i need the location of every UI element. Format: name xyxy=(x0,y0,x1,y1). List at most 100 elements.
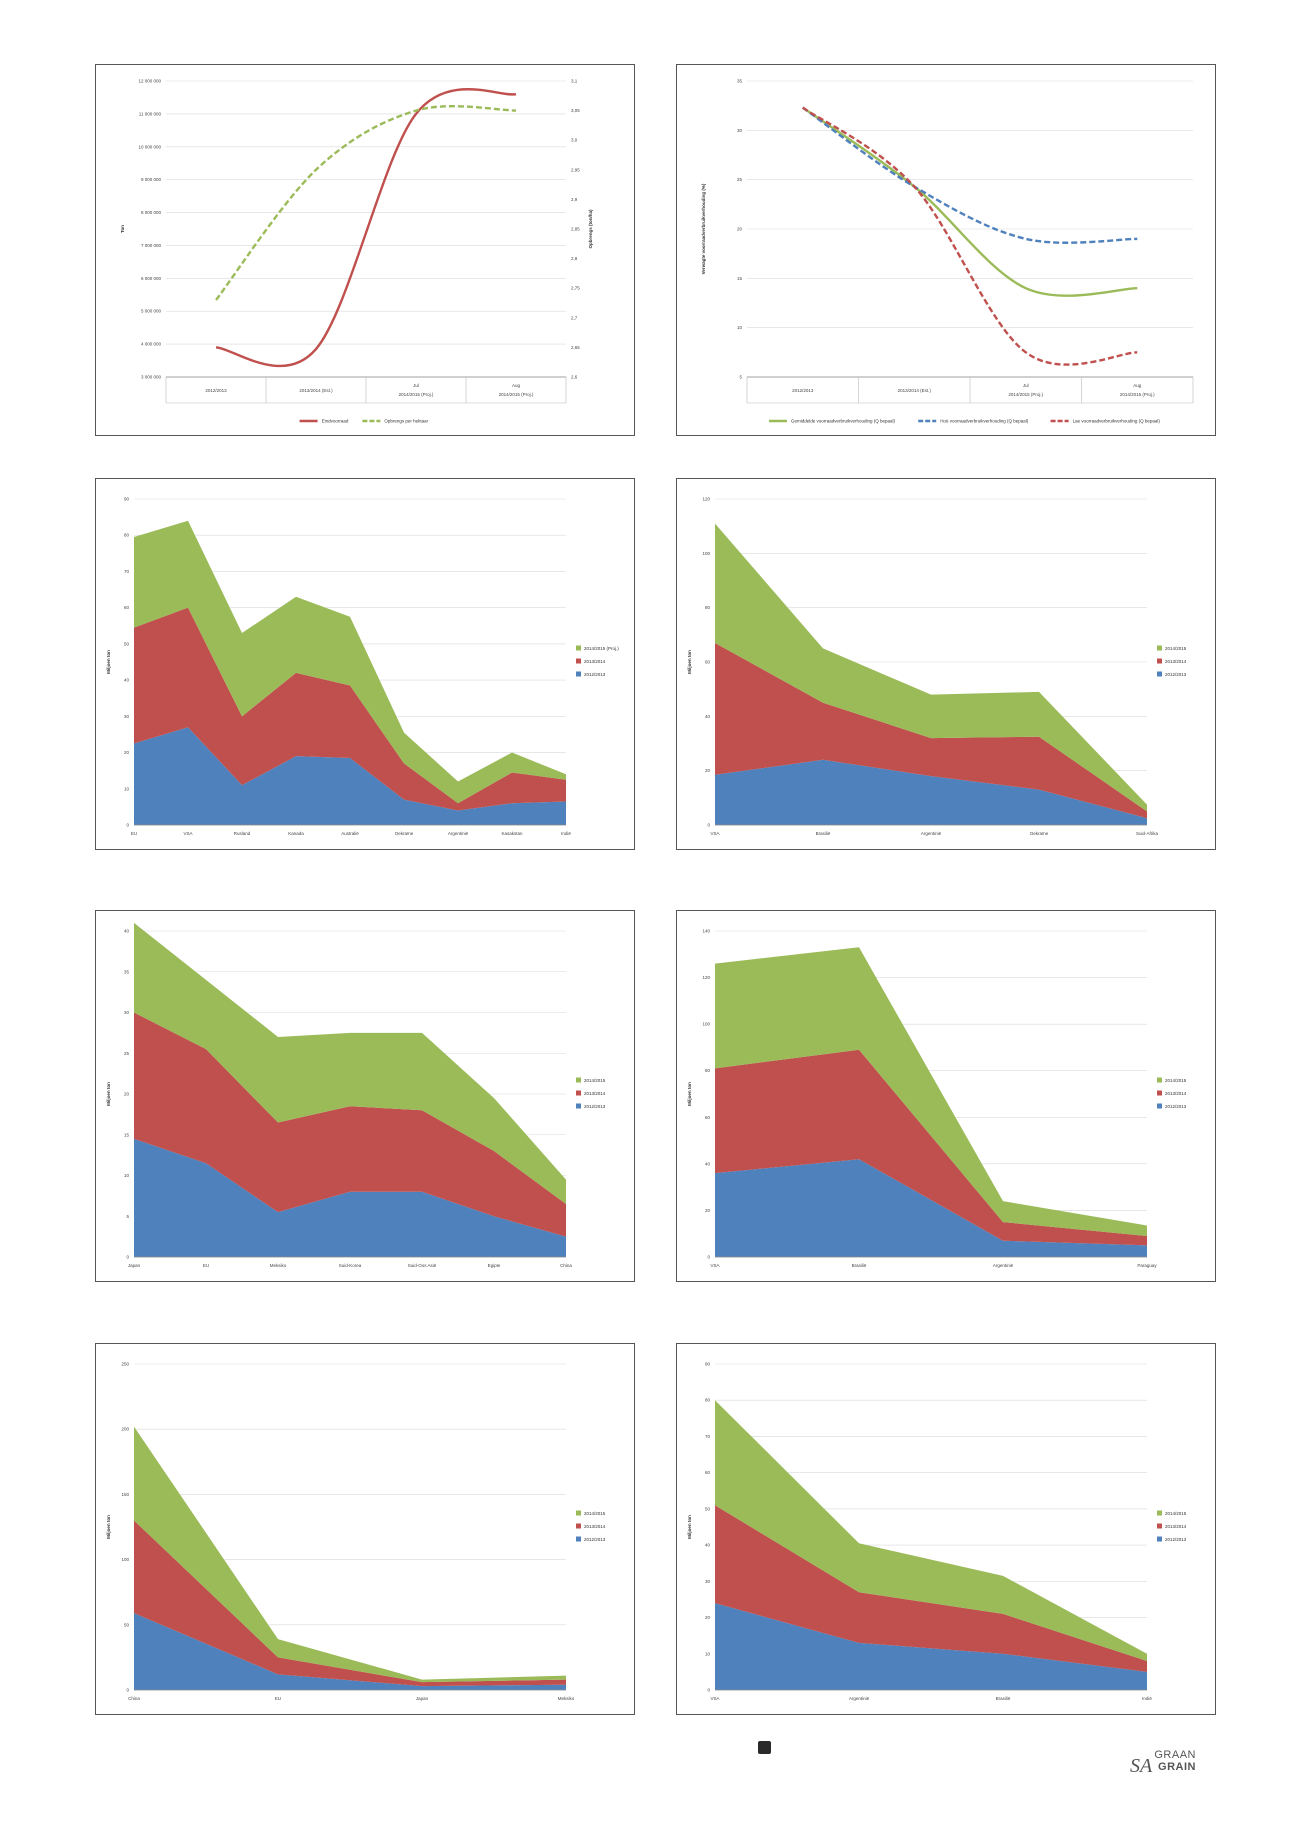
area-series-2 xyxy=(134,607,566,811)
y-tick-label: 3 000 000 xyxy=(141,375,162,380)
legend-swatch-2 xyxy=(576,1523,581,1529)
x-tick-label: Indië xyxy=(1142,1696,1152,1701)
chart-6: 0 20 40 60 80 100 120 140 Miljoen ton VSA Brasilië… xyxy=(687,929,1187,1269)
chart-panel-7: 0 50 100 150 200 250 Miljoen ton China EU Japan Me… xyxy=(95,1343,635,1715)
x-tick-label: VSA xyxy=(710,831,719,836)
x-tick-label: VSA xyxy=(710,1696,719,1701)
x-tick-label: Suid-Afrika xyxy=(1136,831,1159,836)
area-series-1 xyxy=(715,759,1147,825)
x-tick-label: 2012/2013 xyxy=(792,388,814,393)
y-tick-label: 15 xyxy=(124,1132,130,1137)
y-tick-label: 0 xyxy=(126,823,129,828)
y-axis-label: Miljoen ton xyxy=(106,1515,111,1539)
y-tick-label: 25 xyxy=(737,177,743,182)
x-tick-label: EU xyxy=(131,831,137,836)
y-tick-label: 10 xyxy=(737,325,743,330)
chart-panel-1: 3 000 000 4 000 000 5 000 000 6 000 000 7 00… xyxy=(95,64,635,436)
area-series-2 xyxy=(134,1012,566,1237)
x-tick-label: Suid-Oos Asië xyxy=(408,1263,437,1268)
legend-label-3: 2012/2013 xyxy=(1165,1537,1187,1542)
legend-swatch-1 xyxy=(576,1510,581,1516)
chart-7: 0 50 100 150 200 250 Miljoen ton China EU Japan Me… xyxy=(106,1362,606,1702)
y-axis-label: Miljoen ton xyxy=(687,1082,692,1106)
y-tick-label: 100 xyxy=(702,1022,710,1027)
area-series-1 xyxy=(134,1613,566,1690)
y2-tick-label: 2,85 xyxy=(571,227,580,232)
y-tick-label: 0 xyxy=(126,1688,129,1693)
area-series-3 xyxy=(134,520,566,804)
y2-tick-label: 3,1 xyxy=(571,79,578,84)
y-tick-label: 60 xyxy=(705,1115,711,1120)
y-tick-label: 70 xyxy=(705,1434,711,1439)
series-line-2 xyxy=(215,105,517,301)
legend-swatch-3 xyxy=(1157,1536,1162,1542)
area-series-3 xyxy=(715,1400,1147,1662)
y-tick-label: 120 xyxy=(702,975,710,980)
x-tick-label: Meksiko xyxy=(270,1263,287,1268)
y-tick-label: 30 xyxy=(124,714,130,719)
legend-swatch-3 xyxy=(1157,1103,1162,1109)
y-tick-label: 0 xyxy=(126,1255,129,1260)
y-tick-label: 30 xyxy=(705,1579,711,1584)
area-series-3 xyxy=(715,523,1147,812)
x-tick-label: Argentinië xyxy=(448,831,469,836)
x-tick-label: Oekraïne xyxy=(395,831,414,836)
y-tick-label: 5 xyxy=(126,1214,129,1219)
y-tick-label: 120 xyxy=(702,497,710,502)
y-tick-label: 10 xyxy=(705,1651,711,1656)
y-tick-label: 25 xyxy=(124,1051,130,1056)
legend-label-2: 2013/2014 xyxy=(1165,1524,1187,1529)
x-tick-label: Brasilië xyxy=(816,831,831,836)
y2-tick-label: 2,95 xyxy=(571,167,580,172)
legend-label-1: 2014/2015 (Proj.) xyxy=(584,646,619,651)
y-tick-label: 0 xyxy=(707,823,710,828)
y2-tick-label: 2,7 xyxy=(571,315,578,320)
x-tick-label: Suid-Korea xyxy=(339,1263,362,1268)
y-tick-label: 7 000 000 xyxy=(141,243,162,248)
x-tick-label: Oekraïne xyxy=(1030,831,1049,836)
y-tick-label: 60 xyxy=(705,1470,711,1475)
legend-swatch-3 xyxy=(576,671,581,677)
x-tick-label: 2014/2015 (Proj.) xyxy=(1008,392,1043,397)
y-tick-label: 8 000 000 xyxy=(141,210,162,215)
legend-label-2: 2013/2014 xyxy=(584,659,606,664)
y-tick-label: 0 xyxy=(707,1255,710,1260)
legend-label-1: 2014/2015 xyxy=(1165,646,1187,651)
y-tick-label: 50 xyxy=(124,1622,130,1627)
y-tick-label: 60 xyxy=(705,660,711,665)
legend-label-3: 2012/2013 xyxy=(1165,1104,1187,1109)
y-tick-label: 80 xyxy=(705,1068,711,1073)
legend-swatch-1 xyxy=(576,645,581,651)
x-tick-label: China xyxy=(560,1263,572,1268)
legend-swatch-2 xyxy=(576,658,581,664)
x-tick-label: Argentinië xyxy=(993,1263,1014,1268)
chart-panel-4: 0 20 40 60 80 100 120 Miljoen ton VSA Brasilië Arg… xyxy=(676,478,1216,850)
y-tick-label: 40 xyxy=(705,1161,711,1166)
y-axis-label: Verwagte voorraadverbruikverhouding (%) xyxy=(701,183,706,274)
y-tick-label: 30 xyxy=(737,128,743,133)
y-tick-label: 35 xyxy=(737,79,743,84)
legend-label-2: 2013/2014 xyxy=(1165,659,1187,664)
area-series-2 xyxy=(134,1520,566,1687)
y2-tick-label: 2,65 xyxy=(571,345,580,350)
legend-label-1: 2014/2015 xyxy=(1165,1078,1187,1083)
y2-tick-label: 2,9 xyxy=(571,197,578,202)
area-series-1 xyxy=(715,1159,1147,1257)
x-tick-label: Paraguay xyxy=(1137,1263,1157,1268)
chart-panel-3: 0 10 20 30 40 50 60 70 80 90 Miljoen ton EU VSA Rusla… xyxy=(95,478,635,850)
legend-label-2: 2013/2014 xyxy=(584,1524,606,1529)
legend-label-2: 2013/2014 xyxy=(584,1091,606,1096)
legend-label-1: 2014/2015 xyxy=(584,1511,606,1516)
y-tick-label: 10 xyxy=(124,1173,130,1178)
legend-swatch-1 xyxy=(1157,1510,1162,1516)
y2-tick-label: 3,0 xyxy=(571,138,578,143)
x-tick-label: Jul xyxy=(413,383,419,388)
y2-tick-label: 2,6 xyxy=(571,375,578,380)
y-tick-label: 100 xyxy=(121,1557,129,1562)
y-axis-label: Miljoen ton xyxy=(687,650,692,674)
chart-8: 0 10 20 30 40 50 60 70 80 90 Miljoen ton VSA Argenti… xyxy=(687,1362,1187,1702)
area-series-2 xyxy=(715,1505,1147,1672)
chart-panel-5: 0 5 10 15 20 25 30 35 40 Miljoen ton Japan EU Meksik… xyxy=(95,910,635,1282)
x-tick-label: 2014/2015 (Proj.) xyxy=(399,392,434,397)
y-tick-label: 150 xyxy=(121,1492,129,1497)
